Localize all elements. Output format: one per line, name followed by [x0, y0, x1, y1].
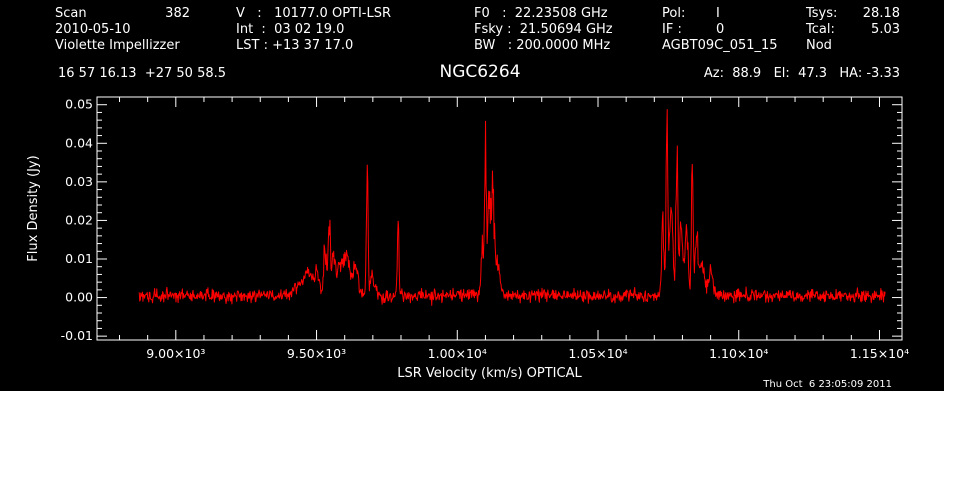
y-tick-label: 0.05 — [65, 97, 93, 112]
source-coordinates: 16 57 16.13 +27 50 58.5 — [58, 66, 227, 81]
y-axis-title: Flux Density (Jy) — [26, 155, 41, 261]
az-el-ha: Az: 88.9 El: 47.3 HA: -3.33 — [703, 66, 900, 81]
lst-info: LST : +13 37 17.0 — [236, 38, 354, 53]
sky-frequency: Fsky : 21.50694 GHz — [474, 22, 613, 37]
if-label: IF : — [662, 22, 682, 37]
y-tick-label: 0.02 — [65, 212, 93, 227]
plot-frame — [96, 96, 903, 341]
x-tick-label: 9.00×10³ — [146, 346, 205, 361]
y-tick-label: 0.03 — [65, 174, 93, 189]
x-axis-title: LSR Velocity (km/s) OPTICAL — [397, 366, 582, 381]
observation-date: 2010-05-10 — [55, 22, 131, 37]
tsys-value: 28.18 — [862, 6, 900, 21]
scan-label: Scan — [55, 6, 87, 21]
pol-value: I — [716, 6, 720, 21]
spectrum-chart: 9.00×10³ 9.50×10³ 1.00×10⁴ 1.05×10⁴ 1.10×10⁴… — [26, 96, 909, 381]
x-tick-label: 9.50×10³ — [287, 346, 346, 361]
observing-mode: Nod — [806, 38, 832, 53]
x-tick-label: 1.00×10⁴ — [428, 346, 487, 361]
y-tick-label: 0.01 — [65, 251, 93, 266]
plot-window: Scan 382 2010-05-10 Violette Impellizzer… — [0, 0, 944, 391]
plot-timestamp: Thu Oct 6 23:05:09 2011 — [763, 379, 892, 390]
observer-name: Violette Impellizzer — [55, 38, 180, 53]
pol-label: Pol: — [662, 6, 686, 21]
scan-value: 382 — [165, 6, 190, 21]
y-tick-label: 0.00 — [65, 290, 93, 305]
tsys-label: Tsys: — [806, 6, 838, 21]
x-tick-label: 1.05×10⁴ — [568, 346, 627, 361]
integration-info: Int : 03 02 19.0 — [236, 22, 345, 37]
tcal-label: Tcal: — [806, 22, 835, 37]
if-value: 0 — [716, 22, 725, 37]
project-id: AGBT09C_051_15 — [662, 38, 778, 53]
velocity-info: V : 10177.0 OPTI-LSR — [236, 6, 392, 21]
y-tick-label: -0.01 — [61, 328, 93, 343]
object-name: NGC6264 — [439, 62, 521, 82]
tcal-value: 5.03 — [871, 22, 900, 37]
bandwidth: BW : 200.0000 MHz — [474, 38, 611, 53]
y-tick-label: 0.04 — [65, 135, 93, 150]
spectrum-line — [138, 108, 886, 306]
x-tick-label: 1.10×10⁴ — [709, 346, 768, 361]
x-tick-label: 1.15×10⁴ — [850, 346, 909, 361]
rest-frequency: F0 : 22.23508 GHz — [474, 6, 608, 21]
